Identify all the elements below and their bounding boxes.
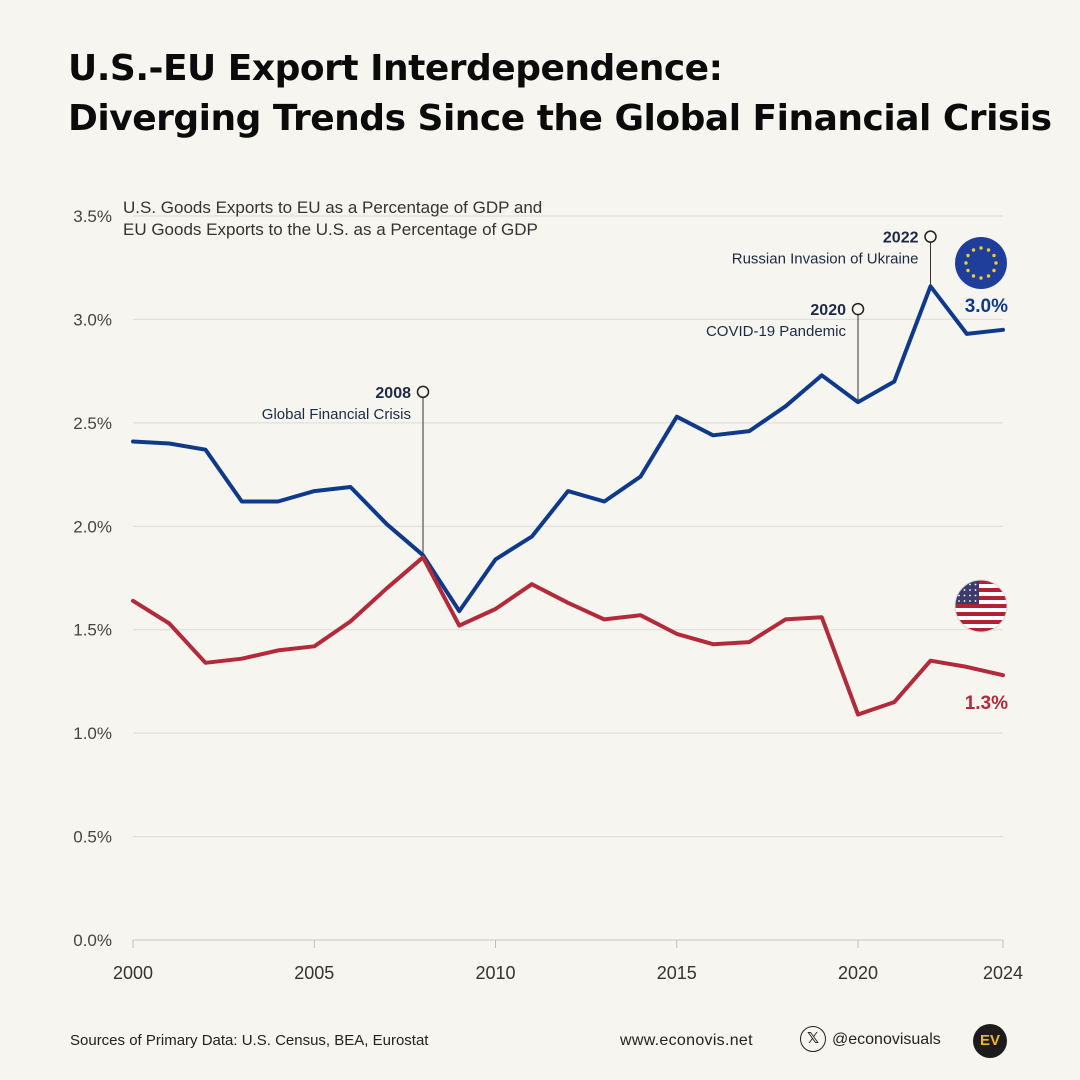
line-chart: 0.0% 0.5% 1.0% 1.5% 2.0% 2.5% 3.0% 3.5% 2000 2005…	[73, 198, 1023, 983]
annotation-marker	[416, 385, 430, 399]
eu-flag-disc	[955, 237, 1007, 289]
eu-star	[966, 268, 970, 273]
series-line-us	[131, 555, 1005, 717]
eu-star	[986, 248, 991, 252]
y-tick-label: 0.5%	[73, 828, 112, 847]
sources-note: Sources of Primary Data: U.S. Census, BE…	[70, 1032, 429, 1049]
eu-star	[986, 274, 991, 278]
us-star	[974, 589, 977, 591]
annotation-marker	[924, 230, 937, 243]
eu-flag-icon	[955, 237, 1007, 289]
eu-star	[979, 246, 983, 250]
x-tick-label: 2015	[657, 963, 697, 983]
eu-star	[992, 268, 996, 273]
social-handle[interactable]: @econovisuals	[832, 1031, 941, 1048]
annotation-year: 2020	[810, 302, 846, 319]
footer: Sources of Primary Data: U.S. Census, BE…	[0, 1022, 1080, 1062]
annotation-year: 2022	[883, 230, 919, 247]
us-flag-stripe	[955, 628, 1007, 632]
y-tick-label: 3.5%	[73, 207, 112, 226]
us-star	[958, 583, 960, 586]
us-star	[963, 589, 966, 591]
series-line-eu	[131, 284, 1005, 614]
us-star	[958, 594, 960, 597]
annotation-year: 2008	[375, 385, 411, 402]
us-star	[974, 600, 977, 602]
y-tick-label: 0.0%	[73, 931, 112, 950]
us-flag-stripe	[955, 620, 1007, 624]
eu-star	[992, 253, 996, 258]
us-star	[974, 594, 977, 597]
annotation-label: Global Financial Crisis	[262, 406, 411, 423]
y-tick-label: 3.0%	[73, 310, 112, 329]
us-star	[958, 600, 960, 602]
us-flag-rim	[954, 579, 1008, 633]
us-flag-stripe	[955, 612, 1007, 616]
series-end-label: 1.3%	[965, 693, 1008, 714]
page-title: U.S.-EU Export Interdependence: Divergin…	[68, 44, 1052, 144]
y-tick-label: 2.0%	[73, 517, 112, 536]
y-tick-label: 1.5%	[73, 621, 112, 640]
chart-subtitle: U.S. Goods Exports to EU as a Percentage…	[123, 198, 542, 217]
title-line-2: Diverging Trends Since the Global Financ…	[68, 98, 1052, 139]
us-star	[969, 583, 971, 586]
title-line-1: U.S.-EU Export Interdependence:	[68, 48, 723, 89]
us-star	[969, 594, 971, 597]
us-star	[963, 600, 966, 602]
eu-star	[971, 248, 976, 252]
eu-star	[994, 261, 998, 265]
website-link[interactable]: www.econovis.net	[620, 1032, 753, 1049]
us-star	[974, 583, 977, 586]
us-flag-stripe	[955, 596, 1007, 600]
x-tick-label: 2024	[983, 963, 1023, 983]
x-tick-label: 2000	[113, 963, 153, 983]
us-flag-icon	[954, 579, 1008, 633]
annotation-label: Russian Invasion of Ukraine	[732, 251, 919, 268]
annotation-label: COVID-19 Pandemic	[706, 323, 847, 340]
us-star	[963, 594, 966, 597]
x-tick-label: 2010	[475, 963, 515, 983]
us-star	[969, 600, 971, 602]
x-tick-label: 2020	[838, 963, 878, 983]
chart-subtitle: EU Goods Exports to the U.S. as a Percen…	[123, 220, 538, 239]
econovis-logo: EV	[973, 1024, 1007, 1058]
y-tick-label: 2.5%	[73, 414, 112, 433]
us-star	[969, 589, 971, 591]
us-flag-stripe	[955, 604, 1007, 608]
us-flag-stripe	[955, 580, 1007, 584]
x-tick-label: 2005	[294, 963, 334, 983]
y-tick-label: 1.0%	[73, 724, 112, 743]
annotation-marker	[851, 302, 865, 316]
x-logo-icon[interactable]: 𝕏	[800, 1026, 826, 1052]
eu-star	[964, 261, 968, 265]
eu-star	[979, 276, 983, 280]
series-end-label: 3.0%	[965, 296, 1008, 317]
eu-star	[971, 274, 976, 278]
us-flag-stripe	[955, 588, 1007, 592]
eu-star	[966, 253, 970, 258]
